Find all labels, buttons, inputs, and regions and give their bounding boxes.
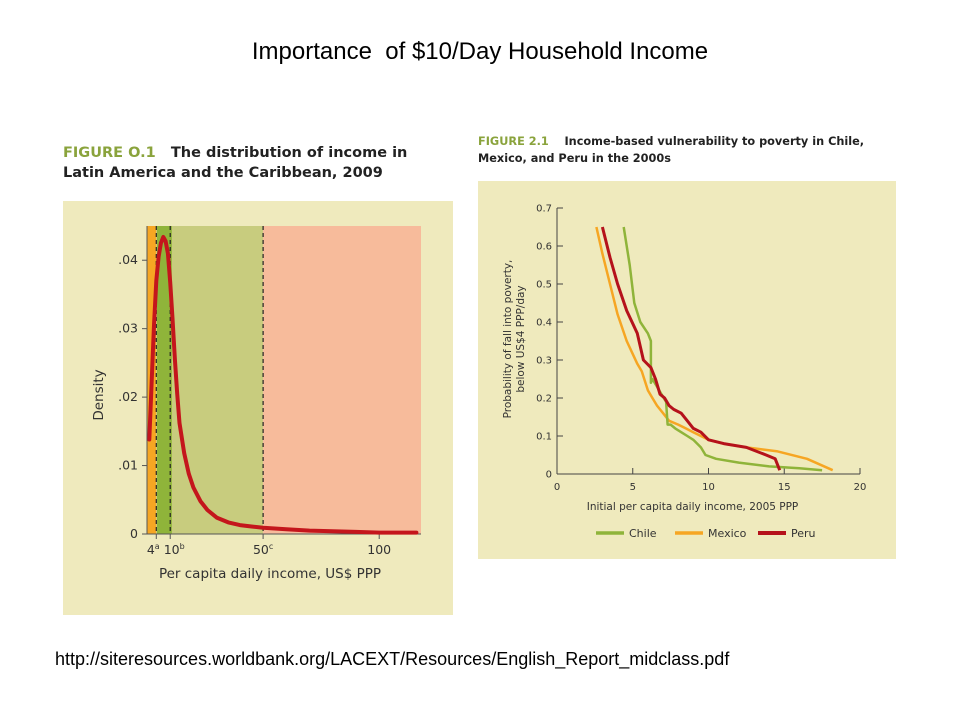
x-tick-label: 15: [778, 482, 791, 493]
x-tick-label: 100: [367, 542, 391, 557]
x-tick-label: 4a: [147, 542, 160, 557]
figure-o1-panel: 0 .01 .02 .03 .04 4a 10b 50c 100 Per capita daily…: [63, 201, 453, 615]
legend-label-mexico: Mexico: [708, 527, 747, 540]
x-tick-label: 50c: [253, 542, 273, 557]
figure-2-1-caption: FIGURE 2.1 Income-based vulnerability to…: [478, 133, 898, 167]
y-tick-label: .01: [118, 458, 138, 473]
income-band-3: [263, 226, 421, 534]
x-tick-footnote: b: [180, 542, 185, 551]
income-density-chart: 0 .01 .02 .03 .04 4a 10b 50c 100 Per capita daily…: [91, 226, 421, 582]
legend-label-peru: Peru: [791, 527, 816, 540]
y-axis-label: Probability of fall into poverty,below U…: [502, 260, 527, 419]
y-tick-label: 0: [130, 526, 138, 541]
vulnerability-chart: 0 0.1 0.2 0.3 0.4 0.5 0.6 0.7 0 5 10 15 20 Initial pe…: [502, 204, 867, 541]
y-tick-label: .04: [118, 252, 138, 267]
y-tick-label: .03: [118, 321, 138, 336]
series-line-mexico: [595, 226, 834, 472]
figure-2-1-title: Income-based vulnerability to poverty in…: [478, 135, 865, 165]
y-tick-label: 0.4: [536, 318, 552, 329]
y-tick-label: 0.1: [536, 432, 552, 443]
source-url: http://siteresources.worldbank.org/LACEX…: [55, 649, 730, 669]
y-axis-label: Density: [91, 369, 107, 420]
x-tick-label: 5: [630, 482, 636, 493]
x-tick-value: 10: [164, 542, 180, 557]
y-tick-label: 0.3: [536, 356, 552, 367]
series-line-peru: [600, 226, 782, 471]
figure-2-1-label: FIGURE 2.1: [478, 135, 549, 148]
x-tick-footnote: a: [155, 542, 160, 551]
y-axis-label-line: Probability of fall into poverty,: [502, 260, 514, 419]
y-tick-label: .02: [118, 389, 138, 404]
legend-label-chile: Chile: [629, 527, 657, 540]
income-band-2: [170, 226, 264, 534]
figure-o1-title: The distribution of income in Latin Amer…: [63, 145, 408, 181]
x-tick-label: 20: [854, 482, 867, 493]
x-tick-label: 10b: [164, 542, 185, 557]
figure-o1-caption: FIGURE O.1 The distribution of income in…: [63, 143, 443, 183]
y-tick-label: 0.7: [536, 204, 552, 215]
x-tick-value: 4: [147, 542, 155, 557]
y-tick-label: 0: [546, 470, 552, 481]
density-series-line: [147, 235, 419, 535]
x-axis-label: Per capita daily income, US$ PPP: [159, 566, 381, 582]
x-axis-label: Initial per capita daily income, 2005 PP…: [587, 501, 799, 513]
income-band-4: [156, 226, 172, 534]
y-tick-label: 0.2: [536, 394, 552, 405]
figure-o1-label: FIGURE O.1: [63, 145, 156, 161]
y-tick-label: 0.6: [536, 242, 552, 253]
x-tick-value: 50: [253, 542, 269, 557]
y-axis-label-line: below US$4 PPP/day: [515, 285, 527, 392]
x-tick-footnote: c: [269, 542, 273, 551]
x-tick-label: 10: [702, 482, 715, 493]
x-tick-value: 100: [367, 542, 391, 557]
slide-title: Importance of $10/Day Household Income: [251, 38, 709, 65]
x-tick-label: 0: [554, 482, 560, 493]
y-tick-label: 0.5: [536, 280, 552, 291]
figure-2-1-panel: 0 0.1 0.2 0.3 0.4 0.5 0.6 0.7 0 5 10 15 20 Initial pe…: [478, 181, 896, 559]
series-line-chile: [622, 226, 823, 472]
